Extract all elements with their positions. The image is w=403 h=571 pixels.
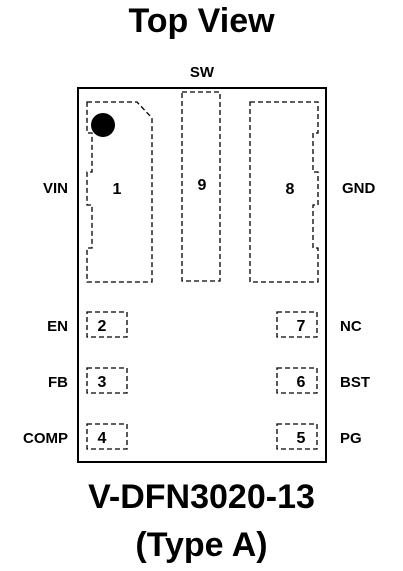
pad-number-1: 1 bbox=[113, 181, 122, 198]
pin-label-bst: BST bbox=[340, 374, 370, 391]
pin-label-vin: VIN bbox=[43, 180, 68, 197]
pin-label-pg: PG bbox=[340, 430, 362, 447]
package-name: V-DFN3020-13 bbox=[88, 478, 315, 516]
pad-number-4: 4 bbox=[98, 430, 107, 447]
pad-1 bbox=[86, 101, 153, 283]
pad-number-7: 7 bbox=[297, 318, 306, 335]
pin-label-nc: NC bbox=[340, 318, 362, 335]
pin-label-en: EN bbox=[47, 318, 68, 335]
pad-5 bbox=[276, 423, 318, 450]
pad-3 bbox=[86, 367, 128, 394]
pin-label-comp: COMP bbox=[23, 430, 68, 447]
pad-number-2: 2 bbox=[98, 318, 107, 335]
pad-number-8: 8 bbox=[286, 181, 295, 198]
pad-number-5: 5 bbox=[297, 430, 306, 447]
pad-number-6: 6 bbox=[297, 374, 306, 391]
pad-6 bbox=[276, 367, 318, 394]
pad-9 bbox=[181, 91, 221, 282]
package-type: (Type A) bbox=[135, 526, 268, 564]
pin1-indicator-dot bbox=[91, 113, 115, 137]
pad-number-9: 9 bbox=[198, 177, 207, 194]
pad-2 bbox=[86, 311, 128, 338]
pin-label-sw: SW bbox=[190, 64, 215, 81]
pad-8 bbox=[249, 101, 319, 283]
pad-number-3: 3 bbox=[98, 374, 107, 391]
pad-4 bbox=[86, 423, 128, 450]
diagram-title: Top View bbox=[128, 2, 275, 40]
package-outline bbox=[77, 87, 327, 463]
pad-7 bbox=[276, 311, 318, 338]
pin-label-fb: FB bbox=[48, 374, 68, 391]
pin-label-gnd: GND bbox=[342, 180, 376, 197]
